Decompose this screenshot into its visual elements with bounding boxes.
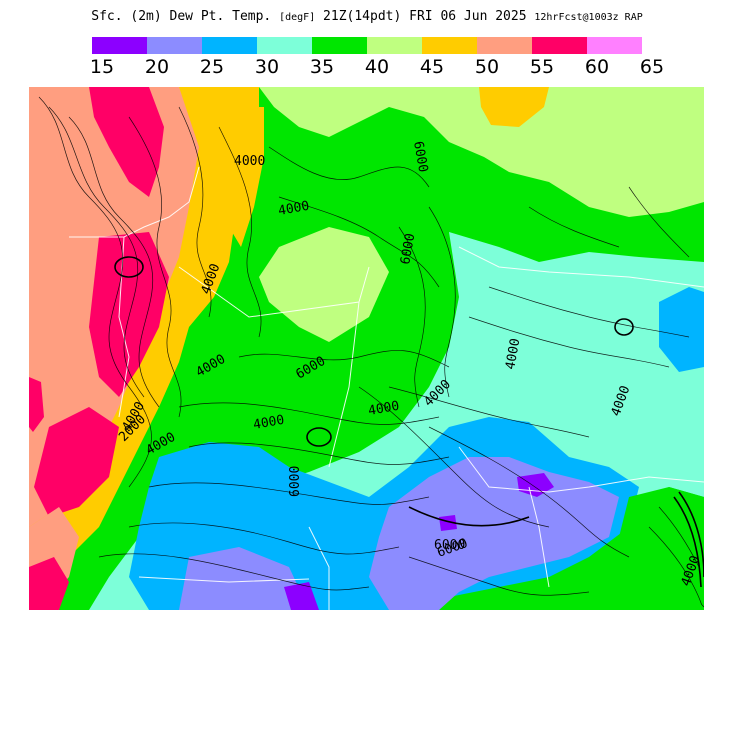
legend-tick-label: 50	[474, 56, 500, 78]
contour-label: 6000	[288, 466, 303, 497]
region-yellow-east-band	[204, 107, 264, 247]
region-magenta-southwest	[29, 557, 69, 610]
legend-tick-label: 25	[199, 56, 225, 78]
title-valid-time: 21Z(14pdt) FRI 06 Jun 2025	[323, 9, 527, 24]
legend-tick-label: 55	[529, 56, 555, 78]
legend-swatch	[147, 37, 202, 54]
legend-tick-label: 35	[309, 56, 335, 78]
region-blue-east	[659, 287, 704, 372]
legend-swatch	[257, 37, 312, 54]
legend-tick-label: 20	[144, 56, 170, 78]
legend-tick-label: 15	[89, 56, 115, 78]
contour-label: 4000	[367, 399, 400, 419]
legend-swatch	[202, 37, 257, 54]
color-legend	[92, 37, 642, 54]
region-purple-spot-2	[439, 515, 457, 531]
contour-label: 4000	[252, 413, 285, 433]
legend-tick-label: 60	[584, 56, 610, 78]
dewpoint-map: 4000 6000 4000 6000 4000 4000 6000 4000 4000 2000…	[29, 87, 704, 610]
chart-title: Sfc. (2m) Dew Pt. Temp. [degF] 21Z(14pdt…	[0, 9, 734, 24]
region-lilac-south	[369, 457, 619, 610]
contour-label: 4000	[234, 154, 265, 169]
legend-swatch	[312, 37, 367, 54]
region-light-green-central	[259, 227, 389, 342]
legend-swatch	[477, 37, 532, 54]
title-units: [degF]	[279, 12, 316, 23]
legend-swatch	[587, 37, 642, 54]
contour-label: 4000	[503, 337, 523, 370]
color-legend-ticks: 15 20 25 30 35 40 45 50 55 60 65	[90, 56, 664, 78]
region-lilac-southwest	[179, 547, 309, 610]
legend-tick-label: 30	[254, 56, 280, 78]
legend-tick-label: 40	[364, 56, 390, 78]
legend-swatch	[532, 37, 587, 54]
contour-highlights	[114, 256, 704, 588]
legend-tick-label: 45	[419, 56, 445, 78]
legend-swatch	[422, 37, 477, 54]
region-magenta-spot-coast	[29, 377, 44, 432]
region-light-green-north	[259, 87, 704, 217]
contour-label: 6000	[398, 232, 418, 265]
contour-lines	[38, 96, 704, 608]
region-magenta-ridge-central	[89, 232, 169, 397]
region-yellow-north	[479, 87, 549, 127]
contour-label: 4000	[277, 199, 310, 219]
region-magenta-ridge-north	[89, 87, 164, 197]
legend-swatch	[92, 37, 147, 54]
region-green-southeast	[614, 487, 704, 610]
legend-tick-label: 65	[639, 56, 665, 78]
contour-label: 6000	[434, 538, 465, 553]
title-main: Sfc. (2m) Dew Pt. Temp.	[91, 9, 272, 24]
region-purple-spot-1	[517, 473, 554, 497]
title-forecast-info: 12hrFcst@1003z RAP	[534, 12, 643, 23]
region-purple-spot-3	[284, 582, 319, 610]
state-boundaries	[69, 166, 704, 610]
legend-swatch	[367, 37, 422, 54]
contour-label: 6000	[410, 140, 430, 173]
region-magenta-ridge-south	[34, 407, 119, 517]
